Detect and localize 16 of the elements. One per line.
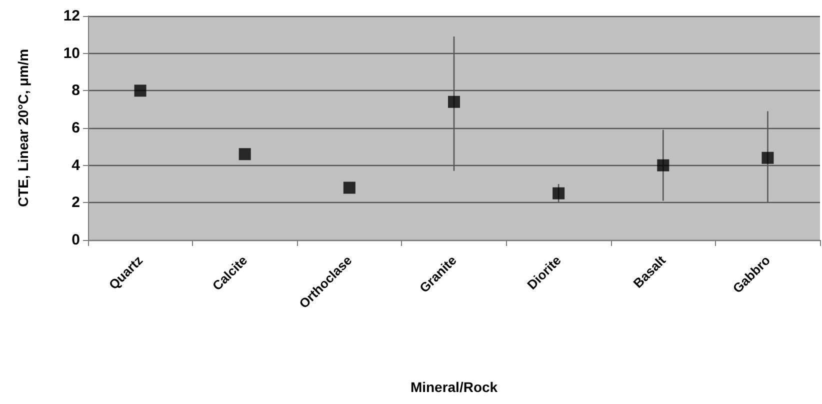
point bbox=[762, 152, 774, 164]
y-tick-label: 2 bbox=[72, 194, 80, 212]
y-tick-label: 8 bbox=[72, 82, 80, 100]
y-tick-label: 0 bbox=[72, 232, 80, 248]
point bbox=[134, 84, 146, 97]
y-axis-title: CTE, Linear 20°C, μm/m bbox=[15, 48, 31, 208]
y-tick-label: 6 bbox=[72, 120, 80, 136]
y-tick-label: 10 bbox=[63, 44, 80, 62]
y-tick-label: 4 bbox=[72, 156, 81, 174]
point bbox=[238, 148, 251, 160]
x-axis-title: Mineral/Rock bbox=[410, 379, 498, 395]
point bbox=[343, 182, 356, 194]
y-tick-label: 12 bbox=[63, 8, 80, 24]
point bbox=[552, 187, 565, 200]
point bbox=[657, 159, 670, 172]
point bbox=[448, 96, 460, 108]
